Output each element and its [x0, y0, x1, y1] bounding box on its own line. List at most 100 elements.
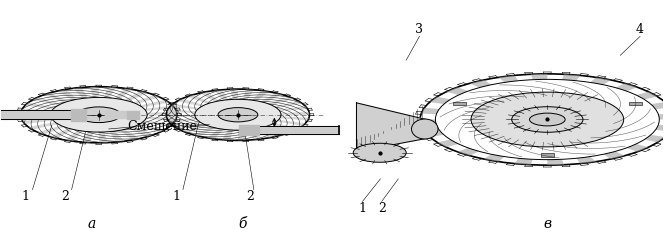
Wedge shape	[29, 122, 58, 130]
Wedge shape	[430, 97, 450, 104]
Wedge shape	[142, 120, 173, 127]
Wedge shape	[547, 159, 564, 165]
Wedge shape	[110, 131, 125, 142]
Text: 3: 3	[416, 23, 424, 36]
Wedge shape	[207, 129, 224, 139]
Polygon shape	[357, 103, 426, 152]
Wedge shape	[57, 89, 78, 100]
Circle shape	[353, 143, 406, 162]
Wedge shape	[590, 77, 611, 85]
Wedge shape	[38, 125, 64, 135]
Text: 2: 2	[378, 202, 386, 215]
Wedge shape	[636, 92, 657, 99]
Wedge shape	[73, 87, 88, 98]
Wedge shape	[268, 97, 294, 105]
Ellipse shape	[412, 119, 438, 139]
Wedge shape	[21, 115, 50, 118]
Wedge shape	[265, 126, 289, 135]
Wedge shape	[437, 140, 459, 147]
Wedge shape	[562, 74, 580, 81]
Wedge shape	[256, 128, 276, 138]
Wedge shape	[104, 87, 116, 98]
Wedge shape	[261, 93, 282, 103]
Circle shape	[195, 99, 281, 130]
Wedge shape	[171, 104, 199, 110]
Wedge shape	[658, 114, 664, 120]
Wedge shape	[193, 127, 215, 136]
Wedge shape	[238, 130, 246, 140]
Wedge shape	[274, 101, 302, 108]
Wedge shape	[651, 102, 664, 109]
Text: в: в	[543, 217, 551, 231]
Wedge shape	[43, 93, 68, 103]
Wedge shape	[23, 119, 53, 124]
Bar	[453, 102, 466, 105]
Wedge shape	[182, 124, 207, 133]
Wedge shape	[424, 130, 444, 137]
Wedge shape	[173, 121, 201, 128]
Wedge shape	[616, 83, 637, 91]
Wedge shape	[272, 123, 299, 131]
Wedge shape	[120, 130, 140, 140]
Wedge shape	[531, 74, 547, 80]
Text: 1: 1	[172, 190, 181, 203]
Wedge shape	[243, 89, 254, 100]
Wedge shape	[168, 118, 197, 123]
Wedge shape	[576, 157, 596, 163]
Wedge shape	[82, 132, 94, 143]
Wedge shape	[90, 87, 99, 98]
Circle shape	[512, 107, 583, 132]
Wedge shape	[167, 115, 195, 118]
Wedge shape	[627, 144, 648, 152]
Wedge shape	[50, 128, 73, 138]
Wedge shape	[470, 80, 491, 88]
Circle shape	[50, 98, 147, 132]
Wedge shape	[499, 76, 519, 82]
Wedge shape	[124, 91, 147, 101]
Wedge shape	[421, 108, 439, 114]
Wedge shape	[21, 109, 52, 113]
Bar	[540, 153, 554, 157]
Wedge shape	[248, 129, 262, 140]
Wedge shape	[25, 103, 55, 109]
Wedge shape	[280, 116, 309, 120]
Text: Смещение: Смещение	[127, 120, 197, 133]
Text: 4: 4	[636, 23, 644, 36]
Text: 1: 1	[359, 202, 367, 215]
Wedge shape	[446, 87, 468, 95]
Wedge shape	[139, 100, 169, 107]
Bar	[629, 102, 642, 105]
Wedge shape	[147, 112, 177, 115]
Text: б: б	[238, 217, 247, 231]
Wedge shape	[129, 127, 154, 137]
Wedge shape	[133, 95, 160, 104]
Wedge shape	[420, 120, 436, 125]
Wedge shape	[655, 125, 664, 131]
Wedge shape	[115, 88, 133, 99]
Wedge shape	[644, 135, 664, 142]
Wedge shape	[604, 151, 625, 159]
Wedge shape	[484, 154, 505, 162]
Wedge shape	[281, 112, 309, 115]
Wedge shape	[200, 92, 219, 102]
Text: 1: 1	[22, 190, 30, 203]
Wedge shape	[515, 158, 533, 165]
Wedge shape	[187, 95, 211, 104]
Wedge shape	[214, 90, 228, 100]
Wedge shape	[137, 124, 165, 132]
Wedge shape	[144, 105, 175, 111]
Text: а: а	[88, 217, 96, 231]
Wedge shape	[222, 130, 233, 140]
Wedge shape	[279, 106, 307, 111]
Wedge shape	[167, 109, 196, 113]
Circle shape	[471, 92, 623, 147]
Wedge shape	[230, 89, 238, 99]
Wedge shape	[252, 91, 269, 101]
Wedge shape	[99, 132, 108, 143]
Text: 2: 2	[246, 190, 254, 203]
Wedge shape	[146, 117, 177, 121]
Wedge shape	[457, 148, 479, 156]
Circle shape	[529, 113, 565, 126]
Wedge shape	[277, 120, 305, 126]
Wedge shape	[177, 99, 205, 107]
